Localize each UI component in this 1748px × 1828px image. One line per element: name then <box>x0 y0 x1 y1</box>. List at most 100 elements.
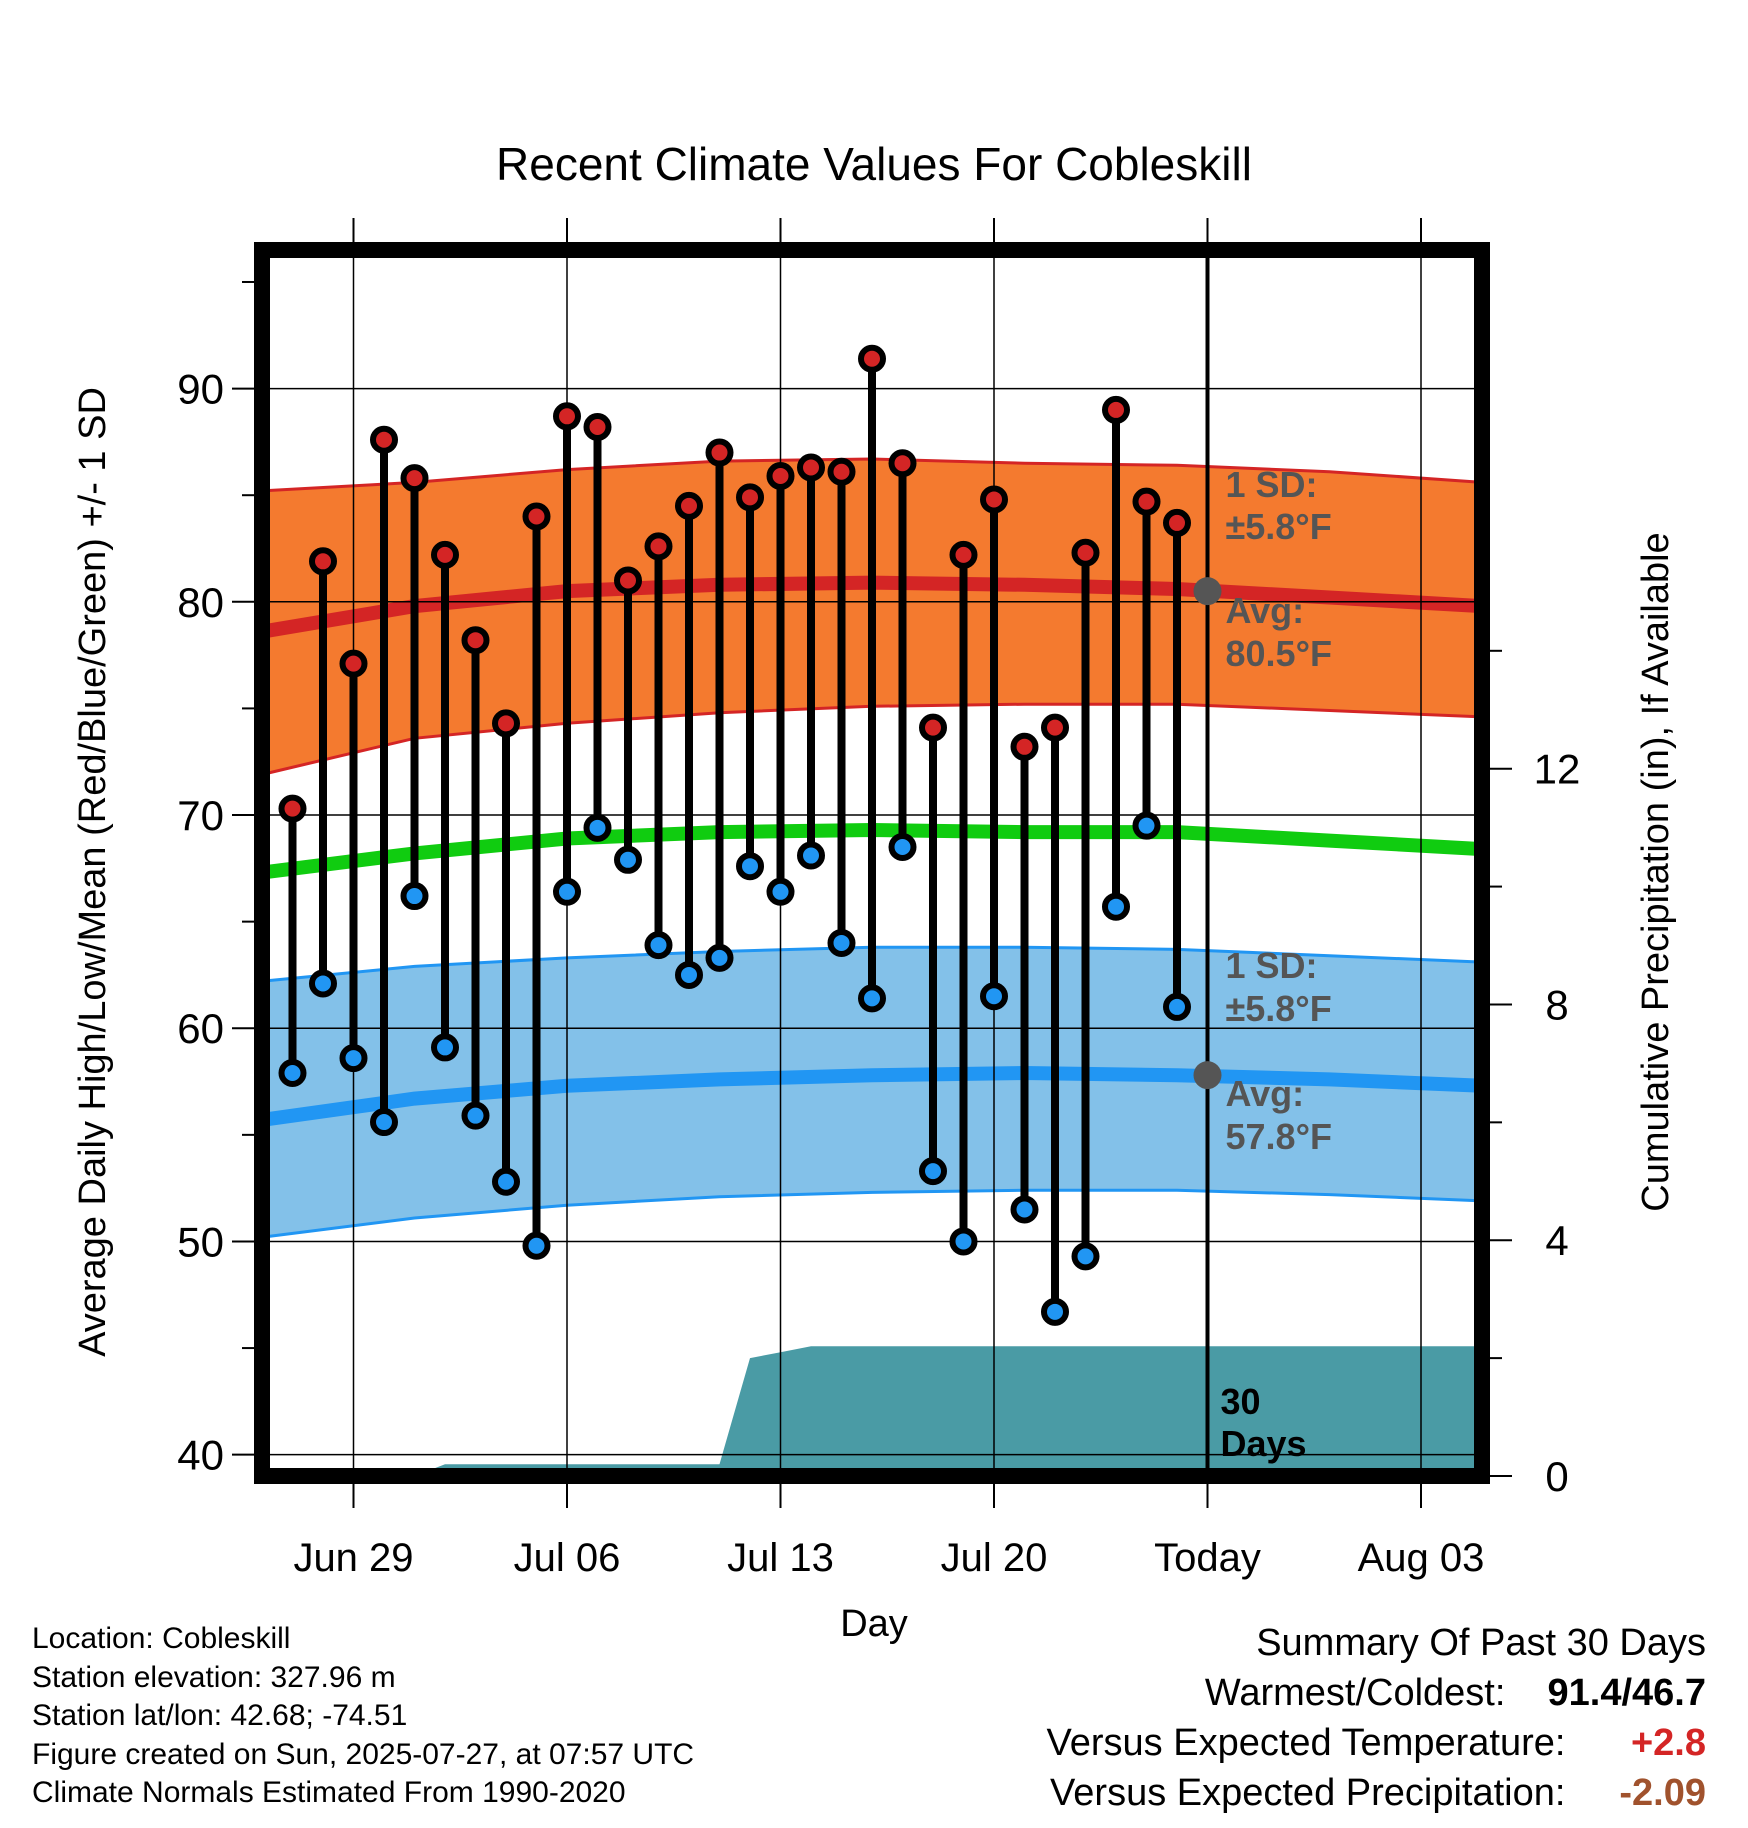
obs-low-point <box>1010 1195 1039 1224</box>
obs-high-point <box>858 344 886 373</box>
low-avg-label: Avg: <box>1226 1073 1305 1114</box>
warm-cold-label: Warmest/Coldest: <box>1204 1672 1506 1714</box>
obs-high-point <box>583 412 612 441</box>
obs-low-point <box>278 1059 307 1088</box>
obs-low-point <box>1132 811 1161 840</box>
period-label: Days <box>1221 1423 1307 1464</box>
obs-high-point <box>431 540 459 569</box>
high-avg-label: Avg: <box>1226 590 1305 631</box>
obs-low-point <box>797 841 825 870</box>
y-tick-label: 70 <box>177 792 224 839</box>
x-tick-label: Jul 20 <box>941 1536 1048 1580</box>
y-right-tick-label: 0 <box>1545 1453 1568 1500</box>
obs-high-point <box>1071 538 1100 567</box>
low-sd-label: 1 SD: <box>1226 945 1318 986</box>
obs-low-point <box>583 813 612 842</box>
obs-high-point <box>1041 713 1069 742</box>
location-text: Location: Cobleskill <box>32 1622 291 1655</box>
obs-low-point <box>553 877 581 906</box>
obs-low-point <box>522 1231 551 1260</box>
today-high-normal-marker <box>1193 577 1222 606</box>
warm-cold-value: 91.4/46.7 <box>1536 1668 1707 1718</box>
obs-low-point <box>949 1227 978 1256</box>
station-info: Location: Cobleskill Station elevation: … <box>32 1620 694 1813</box>
x-tick-label: Today <box>1154 1536 1261 1580</box>
y-tick-label: 90 <box>177 366 224 413</box>
obs-high-point <box>400 464 429 493</box>
x-axis-label: Day <box>840 1603 908 1645</box>
obs-low-point <box>705 943 734 972</box>
created-text: Figure created on Sun, 2025-07-27, at 07… <box>32 1737 695 1771</box>
obs-low-point <box>461 1101 490 1130</box>
obs-high-point <box>1010 732 1039 761</box>
high-avg-value: 80.5°F <box>1226 633 1332 674</box>
obs-low-point <box>766 877 795 906</box>
obs-low-point <box>400 882 429 911</box>
obs-high-point <box>675 491 703 520</box>
high-sd-label: 1 SD: <box>1226 464 1318 505</box>
obs-low-point <box>858 984 886 1013</box>
latlon-text: Station lat/lon: 42.68; -74.51 <box>32 1699 408 1732</box>
obs-high-point <box>736 483 764 512</box>
precip-label: Versus Expected Precipitation: <box>1050 1772 1566 1814</box>
y-axis-label: Average Daily High/Low/Mean (Red/Blue/Gr… <box>72 387 114 1357</box>
low-normal-line <box>261 1065 1483 1127</box>
obs-high-point <box>980 485 1008 514</box>
obs-high-point <box>278 794 307 823</box>
obs-high-point <box>797 453 825 482</box>
plot-frame <box>254 242 1490 1484</box>
obs-high-point <box>644 532 673 561</box>
y-tick-label: 80 <box>177 579 224 626</box>
summary-temp: Versus Expected Temperature: +2.8 <box>1047 1718 1706 1768</box>
obs-low-point <box>1071 1242 1100 1271</box>
y-tick-label: 40 <box>177 1432 224 1479</box>
obs-high-point <box>461 626 490 655</box>
obs-low-point <box>370 1108 398 1137</box>
obs-low-point <box>888 833 917 862</box>
y-tick-label: 60 <box>177 1005 224 1052</box>
y-right-tick-label: 8 <box>1545 981 1568 1028</box>
obs-low-point <box>614 845 642 874</box>
obs-high-point <box>553 402 581 431</box>
obs-high-point <box>492 709 520 738</box>
obs-high-point <box>614 566 642 595</box>
y-right-tick-label: 12 <box>1534 746 1581 793</box>
obs-high-point <box>766 462 795 491</box>
obs-high-point <box>1163 508 1191 537</box>
chart-title: Recent Climate Values For Cobleskill <box>496 138 1252 190</box>
temp-label: Versus Expected Temperature: <box>1046 1722 1566 1764</box>
obs-low-point <box>1102 892 1130 921</box>
obs-high-point <box>370 425 398 454</box>
obs-low-point <box>827 928 856 957</box>
x-tick-label: Aug 03 <box>1358 1536 1485 1580</box>
obs-low-point <box>675 960 703 989</box>
obs-low-point <box>431 1033 459 1062</box>
obs-low-point <box>339 1044 368 1073</box>
y-right-tick-label: 4 <box>1545 1217 1568 1264</box>
precip-area <box>262 1346 1482 1476</box>
temp-value: +2.8 <box>1630 1722 1706 1764</box>
obs-high-point <box>309 547 337 576</box>
warm-cold-slash: / <box>1621 1672 1633 1714</box>
obs-high-point <box>339 649 368 678</box>
y-tick-label: 50 <box>177 1218 224 1265</box>
obs-low-point <box>309 969 337 998</box>
x-tick-label: Jun 29 <box>293 1536 413 1580</box>
obs-high-point <box>949 540 978 569</box>
obs-high-point <box>888 449 917 478</box>
y-right-axis-label: Cumulative Precipitation (in), If Availa… <box>1635 532 1677 1211</box>
elevation-text: Station elevation: 327.96 m <box>32 1660 396 1694</box>
obs-low-point <box>492 1167 520 1196</box>
low-avg-value: 57.8°F <box>1226 1116 1332 1157</box>
warmest-value: 91.4 <box>1547 1672 1622 1714</box>
precip-value: -2.09 <box>1619 1772 1706 1814</box>
obs-low-point <box>736 852 764 881</box>
obs-high-point <box>1102 395 1130 424</box>
obs-high-point <box>522 502 551 531</box>
summary-panel: Summary Of Past 30 Days Warmest/Coldest:… <box>1047 1618 1706 1818</box>
obs-low-point <box>644 931 673 960</box>
summary-warm-cold: Warmest/Coldest: 91.4/46.7 <box>1047 1668 1706 1718</box>
today-low-normal-marker <box>1193 1061 1222 1090</box>
obs-low-point <box>980 982 1008 1011</box>
